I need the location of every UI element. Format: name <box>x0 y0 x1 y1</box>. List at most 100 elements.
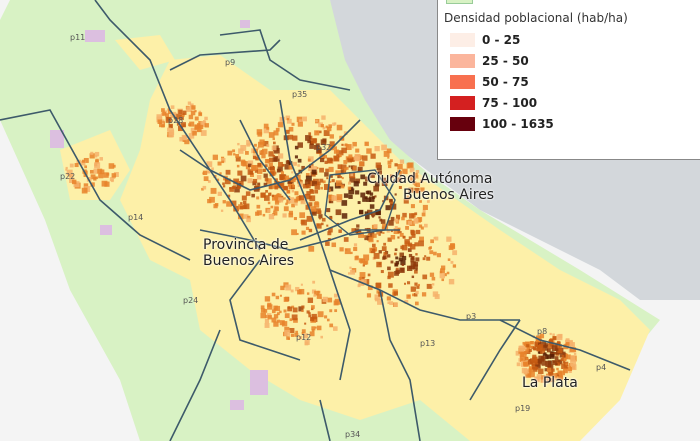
density-cell <box>350 251 353 255</box>
density-cell <box>421 212 426 217</box>
density-cell <box>274 147 280 154</box>
density-cell <box>397 227 401 231</box>
density-cell <box>552 360 557 365</box>
density-cell <box>101 180 108 187</box>
density-cell <box>298 336 303 340</box>
density-cell <box>422 204 428 210</box>
density-cell <box>414 282 418 286</box>
density-cell <box>553 352 557 355</box>
density-cell <box>406 195 411 200</box>
density-cell <box>394 248 398 252</box>
density-cell <box>331 179 335 183</box>
density-cell <box>344 143 348 147</box>
density-cell <box>393 228 400 235</box>
density-cell <box>573 352 577 355</box>
density-cell <box>271 145 277 151</box>
density-cell <box>90 182 95 187</box>
density-cell <box>285 284 292 291</box>
density-cell <box>291 229 297 236</box>
density-cell <box>369 172 372 176</box>
density-cell <box>257 168 263 174</box>
density-cell <box>199 112 202 116</box>
density-cell <box>434 236 439 241</box>
density-cell <box>412 264 418 270</box>
density-cell <box>390 230 393 233</box>
density-cell <box>536 345 543 352</box>
density-cell <box>419 200 422 203</box>
density-cell <box>285 129 290 134</box>
density-cell <box>393 302 398 307</box>
density-cell <box>295 286 300 292</box>
density-cell <box>570 355 576 361</box>
density-cell <box>263 173 268 178</box>
density-cell <box>294 145 299 150</box>
density-cell <box>156 114 163 120</box>
density-cell <box>328 200 332 204</box>
partido-label: p11 <box>70 33 86 42</box>
density-cell <box>375 209 381 216</box>
density-cell <box>353 246 358 252</box>
density-cell <box>311 326 316 331</box>
density-cell <box>326 126 332 132</box>
density-cell <box>281 321 288 327</box>
density-cell <box>295 330 298 334</box>
density-cell <box>306 191 311 196</box>
density-cell <box>167 110 172 115</box>
density-cell <box>301 230 306 235</box>
density-cell <box>413 261 419 267</box>
density-cell <box>288 134 294 140</box>
density-cell <box>277 122 284 128</box>
legend-item: 50 - 75 <box>450 73 529 90</box>
density-cell <box>268 166 272 170</box>
density-cell <box>316 293 322 299</box>
density-cell <box>313 202 320 208</box>
density-cell <box>448 278 455 285</box>
density-cell <box>106 172 110 176</box>
density-cell <box>242 200 247 205</box>
density-cell <box>361 279 367 285</box>
density-cell <box>303 333 309 339</box>
density-cell <box>301 219 307 226</box>
density-cell <box>424 255 427 258</box>
density-cell <box>443 273 447 277</box>
density-cell <box>189 121 195 127</box>
density-cell <box>264 195 270 201</box>
density-cell <box>334 309 338 313</box>
density-cell <box>520 351 527 358</box>
density-cell <box>365 176 370 182</box>
partido-label: p19 <box>515 404 531 413</box>
density-cell <box>268 132 275 138</box>
density-cell <box>545 353 548 357</box>
density-cell <box>323 130 330 137</box>
density-cell <box>338 154 342 158</box>
density-cell <box>554 356 559 360</box>
density-cell <box>305 135 311 141</box>
density-cell <box>206 170 210 174</box>
density-cell <box>95 155 98 158</box>
density-cell <box>358 155 363 160</box>
density-cell <box>271 317 277 323</box>
density-cell <box>294 332 299 337</box>
density-cell <box>288 126 294 132</box>
density-cell <box>202 170 208 175</box>
density-cell <box>184 139 190 145</box>
density-cell <box>263 123 269 129</box>
density-cell <box>426 283 432 289</box>
density-cell <box>420 187 425 192</box>
density-cell <box>229 187 234 192</box>
partido-label: p35 <box>292 90 308 99</box>
density-cell <box>277 153 284 159</box>
density-cell <box>188 114 194 120</box>
density-cell <box>89 153 95 159</box>
density-cell <box>410 258 415 263</box>
density-cell <box>518 345 525 352</box>
density-cell <box>283 309 287 313</box>
density-cell <box>283 296 289 302</box>
density-cell <box>296 232 299 235</box>
legend-item: 75 - 100 <box>450 94 537 111</box>
density-cell <box>323 184 330 190</box>
partido-label: p22 <box>60 172 76 181</box>
density-cell <box>311 313 317 320</box>
density-cell <box>225 169 231 175</box>
density-cell <box>304 341 309 346</box>
